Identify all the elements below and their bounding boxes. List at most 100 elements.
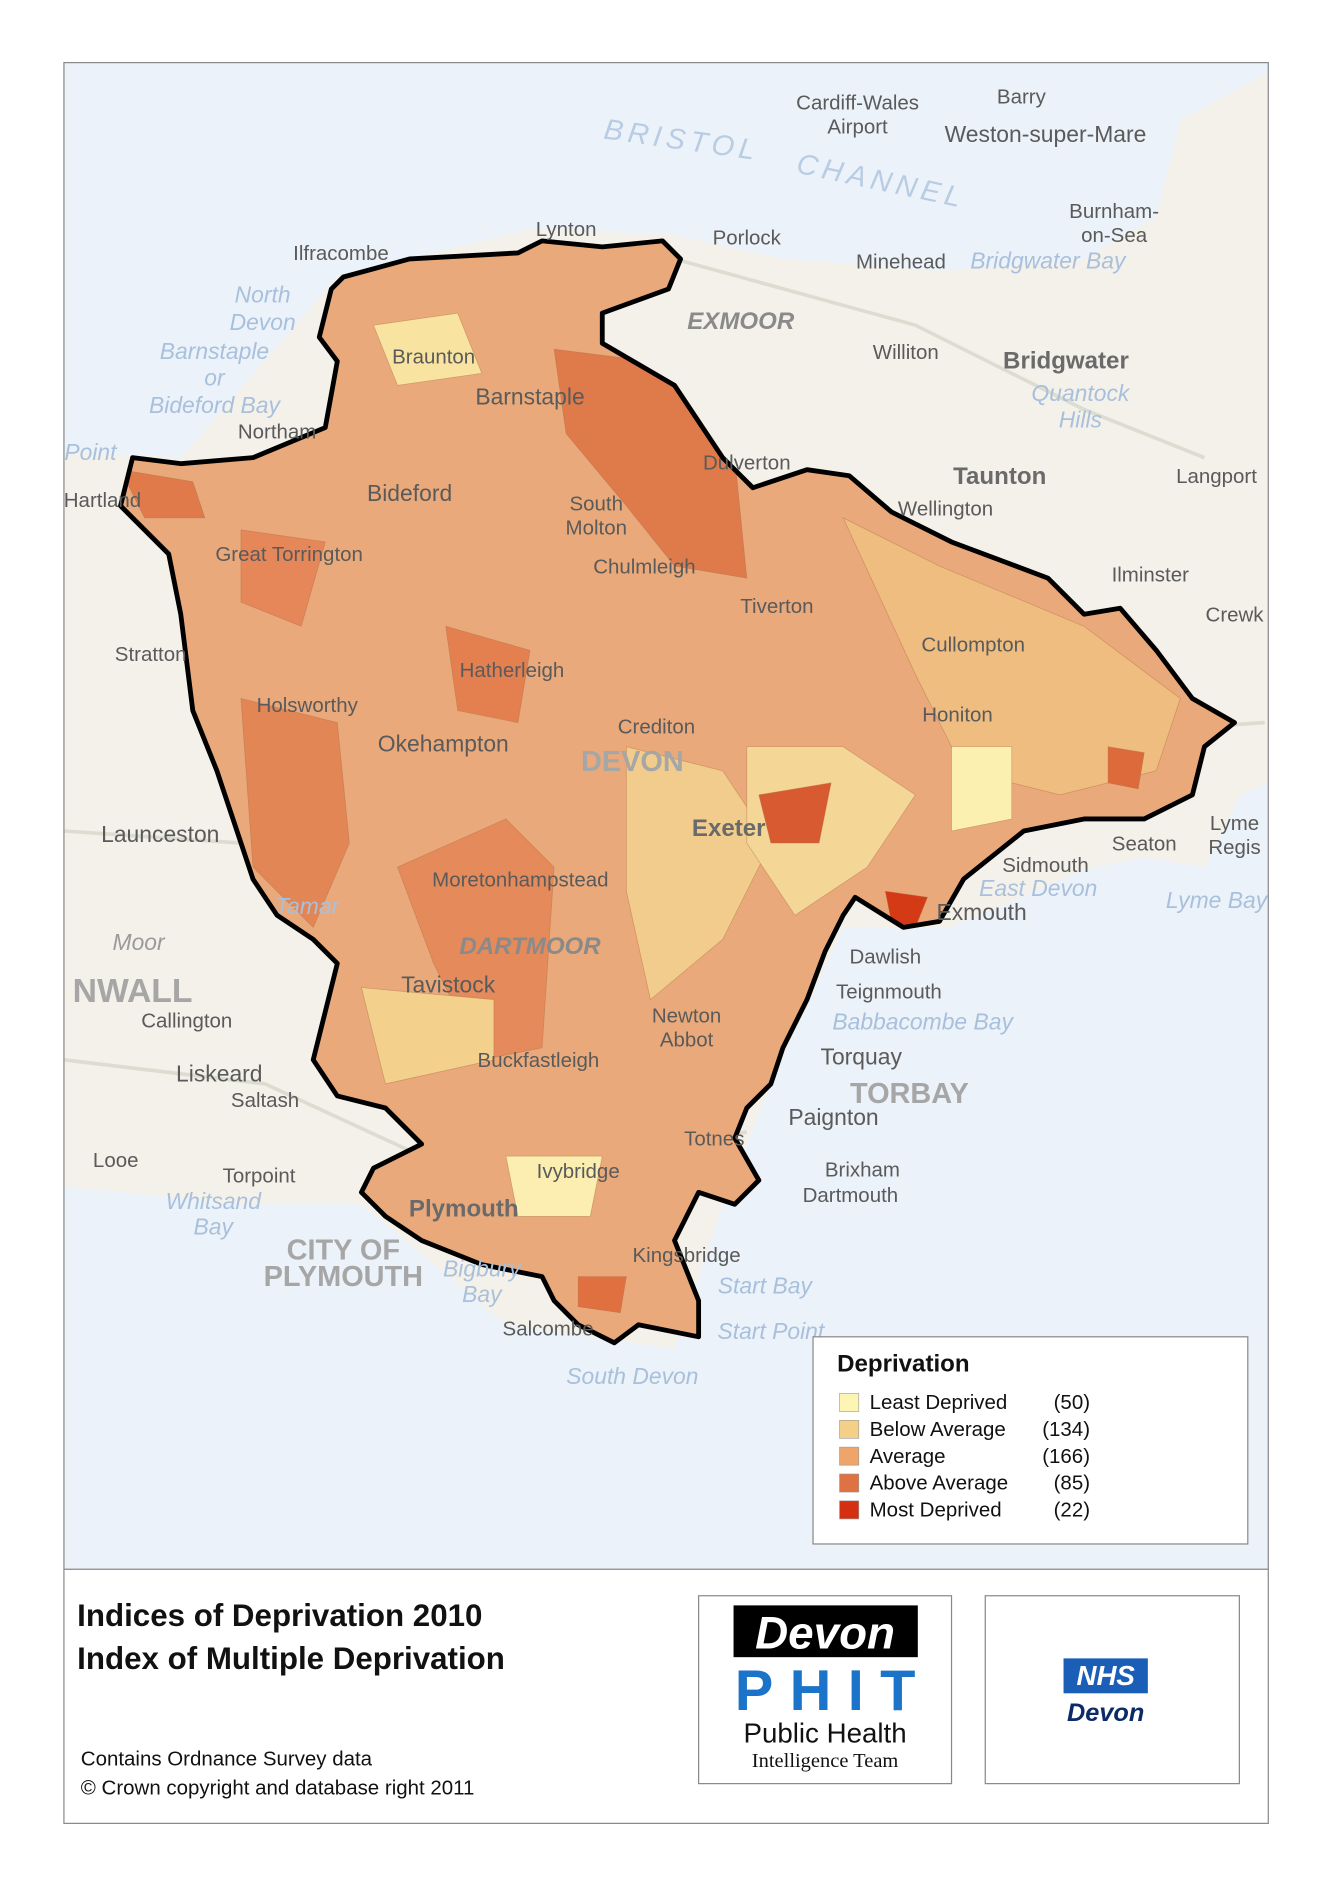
legend-count: (22): [1054, 1499, 1090, 1522]
svg-text:Totnes: Totnes: [684, 1127, 744, 1150]
legend-label: Least Deprived: [870, 1391, 1008, 1414]
phit-logo-name: Devon: [755, 1608, 895, 1659]
nhs-logo-name: NHS: [1076, 1660, 1135, 1691]
frame: [63, 62, 1269, 1824]
svg-text:Torquay: Torquay: [821, 1044, 903, 1070]
svg-text:Minehead: Minehead: [856, 251, 946, 274]
svg-text:Dulverton: Dulverton: [703, 452, 791, 475]
svg-text:Honiton: Honiton: [922, 703, 993, 726]
svg-text:Brixham: Brixham: [825, 1159, 900, 1182]
svg-text:Saltash: Saltash: [231, 1089, 299, 1112]
svg-text:Chulmleigh: Chulmleigh: [593, 555, 695, 578]
phit-logo-acronym: PHIT: [735, 1659, 916, 1723]
svg-text:Burnham-: Burnham-: [1069, 200, 1159, 223]
svg-text:Bridgwater Bay: Bridgwater Bay: [970, 248, 1127, 274]
legend-swatch: [839, 1500, 860, 1520]
legend-label: Below Average: [870, 1418, 1006, 1441]
svg-text:Northam: Northam: [238, 420, 317, 443]
svg-text:Torpoint: Torpoint: [223, 1165, 296, 1188]
map: Cardiff-Wales Airport Barry Weston-super…: [63, 62, 1269, 1570]
svg-text:Abbot: Abbot: [660, 1029, 714, 1052]
svg-text:Taunton: Taunton: [953, 463, 1046, 490]
svg-text:Sidmouth: Sidmouth: [1002, 854, 1088, 877]
svg-text:Moor: Moor: [113, 929, 166, 955]
legend-swatch: [839, 1393, 860, 1412]
svg-text:South Devon: South Devon: [566, 1363, 698, 1389]
phit-logo-band: [733, 1605, 918, 1658]
svg-text:Paignton: Paignton: [788, 1104, 878, 1130]
svg-text:Devon: Devon: [230, 309, 296, 335]
svg-text:Start Point: Start Point: [717, 1318, 825, 1344]
svg-text:Langport: Langport: [1176, 465, 1257, 488]
svg-text:EXMOOR: EXMOOR: [687, 308, 795, 335]
svg-text:Start Bay: Start Bay: [718, 1272, 814, 1298]
districts: [120, 312, 1181, 1314]
svg-text:Point: Point: [64, 439, 118, 465]
legend-title: Deprivation: [837, 1351, 969, 1378]
phit-logo-line: Intelligence Team: [752, 1750, 899, 1772]
legend-label: Above Average: [870, 1472, 1008, 1495]
svg-text:Braunton: Braunton: [392, 346, 475, 369]
legend-swatch: [839, 1446, 860, 1466]
svg-text:Wellington: Wellington: [898, 497, 993, 520]
svg-text:Airport: Airport: [827, 116, 888, 139]
svg-text:Callington: Callington: [141, 1009, 232, 1032]
svg-text:Stratton: Stratton: [115, 643, 187, 666]
title-line: Index of Multiple Deprivation: [77, 1641, 505, 1676]
legend-swatch: [839, 1419, 860, 1439]
svg-text:DEVON: DEVON: [581, 746, 684, 778]
svg-text:North: North: [235, 281, 291, 307]
svg-text:East Devon: East Devon: [979, 875, 1097, 901]
svg-text:Hatherleigh: Hatherleigh: [460, 659, 565, 682]
svg-text:Quantock: Quantock: [1031, 380, 1130, 406]
svg-text:CITY OF: CITY OF: [287, 1235, 400, 1267]
svg-text:Seaton: Seaton: [1112, 832, 1177, 855]
svg-text:Molton: Molton: [566, 517, 627, 540]
svg-text:Lyme: Lyme: [1210, 812, 1259, 835]
svg-text:Babbacombe Bay: Babbacombe Bay: [832, 1009, 1014, 1035]
svg-text:Tamar: Tamar: [275, 893, 340, 919]
svg-text:Tiverton: Tiverton: [740, 595, 813, 618]
svg-text:Teignmouth: Teignmouth: [836, 980, 942, 1003]
svg-text:Bay: Bay: [462, 1281, 503, 1307]
svg-text:Ivybridge: Ivybridge: [537, 1160, 620, 1183]
devon-boundary: [118, 238, 1237, 1346]
svg-text:Okehampton: Okehampton: [378, 731, 509, 757]
svg-text:Bideford Bay: Bideford Bay: [149, 392, 282, 418]
legend-label: Average: [870, 1445, 946, 1468]
svg-text:DARTMOOR: DARTMOOR: [459, 933, 601, 960]
svg-text:Barnstaple: Barnstaple: [475, 384, 584, 410]
svg-text:Exmouth: Exmouth: [936, 899, 1026, 925]
svg-text:PLYMOUTH: PLYMOUTH: [264, 1261, 423, 1293]
svg-text:on-Sea: on-Sea: [1081, 224, 1148, 247]
svg-text:Moretonhampstead: Moretonhampstead: [432, 868, 608, 891]
legend-count: (134): [1042, 1418, 1090, 1441]
svg-text:Liskeard: Liskeard: [176, 1060, 262, 1086]
svg-text:Crediton: Crediton: [618, 715, 695, 738]
svg-text:TORBAY: TORBAY: [850, 1078, 969, 1110]
svg-text:Weston-super-Mare: Weston-super-Mare: [945, 121, 1147, 147]
svg-text:Newton: Newton: [652, 1004, 721, 1027]
svg-text:Plymouth: Plymouth: [409, 1195, 519, 1222]
legend-count: (85): [1054, 1472, 1090, 1495]
svg-text:Tavistock: Tavistock: [401, 971, 496, 997]
svg-text:Holsworthy: Holsworthy: [257, 694, 359, 717]
svg-text:Barnstaple: Barnstaple: [160, 338, 269, 364]
svg-text:Lynton: Lynton: [536, 218, 597, 241]
svg-text:Bigbury: Bigbury: [443, 1256, 522, 1282]
svg-text:Ilminster: Ilminster: [1112, 564, 1190, 587]
svg-text:NWALL: NWALL: [73, 972, 193, 1010]
svg-text:Cullompton: Cullompton: [921, 634, 1025, 657]
svg-text:Dartmouth: Dartmouth: [803, 1184, 899, 1207]
place-labels: Cardiff-Wales Airport Barry Weston-super…: [64, 86, 1268, 1389]
legend: Least Deprived (50) Below Average (134) Aver…: [839, 1391, 1090, 1522]
svg-text:Dawlish: Dawlish: [849, 945, 921, 968]
svg-text:Exeter: Exeter: [692, 815, 766, 842]
svg-text:Regis: Regis: [1208, 836, 1260, 859]
svg-text:Kingsbridge: Kingsbridge: [633, 1244, 741, 1267]
svg-text:Whitsand: Whitsand: [166, 1188, 263, 1214]
svg-text:Cardiff-Wales: Cardiff-Wales: [796, 92, 919, 115]
svg-text:Bridgwater: Bridgwater: [1003, 348, 1129, 375]
legend-label: Most Deprived: [870, 1499, 1002, 1522]
legend-count: (50): [1054, 1391, 1090, 1414]
